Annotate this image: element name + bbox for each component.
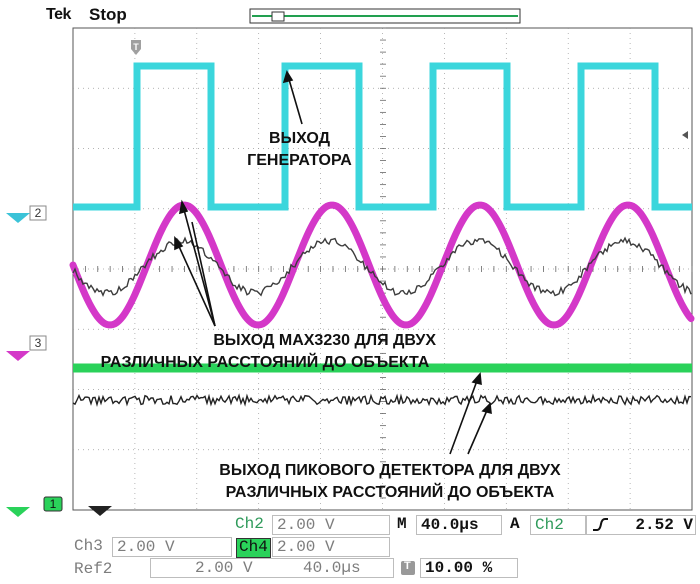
- svg-text:1: 1: [50, 497, 57, 511]
- trigger-level-marker: [682, 131, 688, 139]
- ref2-settings[interactable]: 2.00 V 40.0µs: [150, 558, 394, 578]
- ch3-label: Ch3: [74, 537, 103, 555]
- ch2-scale[interactable]: 2.00 V: [272, 515, 390, 535]
- annotation-peak-detector: ВЫХОД ПИКОВОГО ДЕТЕКТОРА ДЛЯ ДВУХ РАЗЛИЧ…: [190, 460, 590, 504]
- ch4-scale[interactable]: 2.00 V: [272, 537, 390, 557]
- svg-text:2: 2: [35, 206, 42, 220]
- ref2-label: Ref2: [74, 560, 112, 578]
- trigger-label: A: [510, 515, 520, 533]
- timebase-value[interactable]: 40.0µs: [416, 515, 502, 535]
- ch4-label: Ch4: [236, 538, 271, 558]
- annotation-generator: ВЫХОД ГЕНЕРАТОРА: [217, 128, 382, 172]
- timebase-label: M: [397, 515, 407, 533]
- annotation-line: ГЕНЕРАТОРА: [217, 150, 382, 172]
- annotation-line: РАЗЛИЧНЫХ РАССТОЯНИЙ ДО ОБЪЕКТА: [80, 352, 450, 374]
- ch3-ground-marker: 3: [6, 336, 46, 361]
- ref2-scale: 2.00 V: [195, 559, 253, 578]
- ref2-time: 40.0µs: [303, 559, 361, 578]
- brand-logo: Tek: [46, 6, 71, 24]
- annotation-max3230: ВЫХОД MAX3230 ДЛЯ ДВУХ РАЗЛИЧНЫХ РАССТОЯ…: [80, 330, 450, 374]
- svg-text:3: 3: [35, 336, 42, 350]
- annotation-line: ВЫХОД ПИКОВОГО ДЕТЕКТОРА ДЛЯ ДВУХ: [190, 460, 590, 482]
- annotation-line: ВЫХОД: [217, 128, 382, 150]
- trigger-level: 2.52 V: [635, 516, 693, 535]
- svg-text:T: T: [133, 42, 139, 52]
- trigger-position-marker: T: [131, 40, 141, 55]
- ch3-scale[interactable]: 2.00 V: [112, 537, 232, 557]
- trigger-settings[interactable]: 2.52 V: [586, 515, 696, 535]
- ch2-label: Ch2: [235, 515, 264, 533]
- record-view-bar: [250, 9, 520, 23]
- peak-detector-trace-far: [73, 396, 691, 405]
- max3230-trace-near: [73, 205, 691, 325]
- acquisition-state: Stop: [89, 5, 127, 25]
- ch2-ground-marker: 2: [6, 206, 46, 223]
- annotation-line: ВЫХОД MAX3230 ДЛЯ ДВУХ: [80, 330, 450, 352]
- trigger-source[interactable]: Ch2: [530, 515, 586, 535]
- graticule: [73, 28, 692, 510]
- trigger-position-icon: T: [401, 561, 415, 575]
- ch1-ground-marker: 1: [6, 497, 112, 517]
- trigger-position-value[interactable]: 10.00 %: [420, 558, 518, 578]
- annotation-line: РАЗЛИЧНЫХ РАССТОЯНИЙ ДО ОБЪЕКТА: [190, 482, 590, 504]
- rising-edge-icon: [591, 517, 609, 533]
